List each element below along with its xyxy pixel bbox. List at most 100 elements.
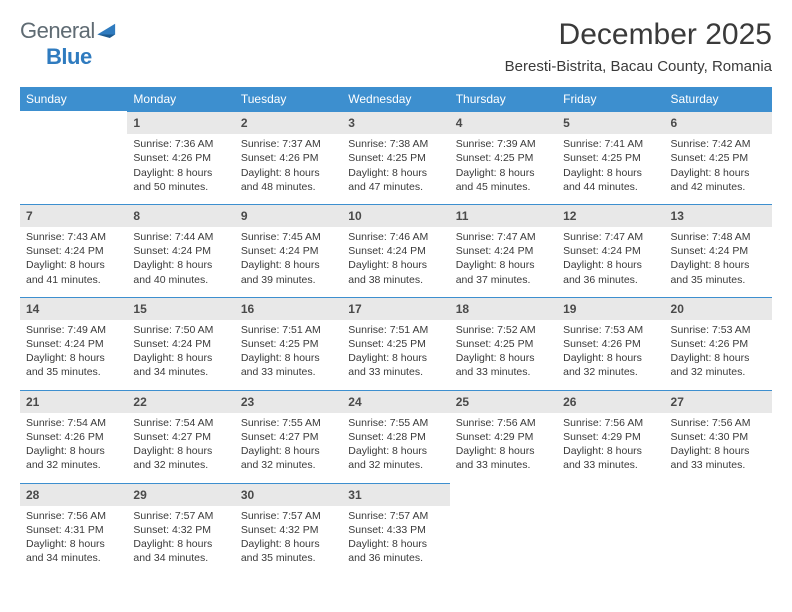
calendar-cell: 6Sunrise: 7:42 AMSunset: 4:25 PMDaylight…: [665, 111, 772, 203]
day-header: Tuesday: [235, 87, 342, 111]
day-details: Sunrise: 7:56 AMSunset: 4:29 PMDaylight:…: [450, 413, 557, 481]
sunrise-text: Sunrise: 7:45 AM: [241, 230, 336, 244]
day-number: 27: [665, 390, 772, 413]
sunrise-text: Sunrise: 7:52 AM: [456, 323, 551, 337]
day-details: Sunrise: 7:54 AMSunset: 4:26 PMDaylight:…: [20, 413, 127, 481]
daylight-text: Daylight: 8 hours and 32 minutes.: [348, 444, 443, 472]
calendar-cell: .: [665, 482, 772, 575]
calendar-cell: 12Sunrise: 7:47 AMSunset: 4:24 PMDayligh…: [557, 203, 664, 296]
sunrise-text: Sunrise: 7:56 AM: [26, 509, 121, 523]
day-details: Sunrise: 7:38 AMSunset: 4:25 PMDaylight:…: [342, 134, 449, 202]
daylight-text: Daylight: 8 hours and 35 minutes.: [241, 537, 336, 565]
calendar-week: 7Sunrise: 7:43 AMSunset: 4:24 PMDaylight…: [20, 203, 772, 296]
day-number: 25: [450, 390, 557, 413]
day-number: 17: [342, 297, 449, 320]
day-header: Monday: [127, 87, 234, 111]
sunset-text: Sunset: 4:25 PM: [456, 151, 551, 165]
calendar-table: SundayMondayTuesdayWednesdayThursdayFrid…: [20, 87, 772, 575]
sunrise-text: Sunrise: 7:36 AM: [133, 137, 228, 151]
logo-triangle-icon: [97, 22, 119, 38]
day-number: 21: [20, 390, 127, 413]
sunrise-text: Sunrise: 7:51 AM: [241, 323, 336, 337]
calendar-cell: 13Sunrise: 7:48 AMSunset: 4:24 PMDayligh…: [665, 203, 772, 296]
sunrise-text: Sunrise: 7:39 AM: [456, 137, 551, 151]
daylight-text: Daylight: 8 hours and 33 minutes.: [456, 351, 551, 379]
sunset-text: Sunset: 4:24 PM: [563, 244, 658, 258]
day-details: Sunrise: 7:51 AMSunset: 4:25 PMDaylight:…: [342, 320, 449, 388]
daylight-text: Daylight: 8 hours and 42 minutes.: [671, 166, 766, 194]
day-details: Sunrise: 7:56 AMSunset: 4:30 PMDaylight:…: [665, 413, 772, 481]
daylight-text: Daylight: 8 hours and 45 minutes.: [456, 166, 551, 194]
month-title: December 2025: [505, 18, 772, 52]
sunset-text: Sunset: 4:24 PM: [26, 337, 121, 351]
daylight-text: Daylight: 8 hours and 36 minutes.: [563, 258, 658, 286]
day-number: 9: [235, 204, 342, 227]
day-details: Sunrise: 7:54 AMSunset: 4:27 PMDaylight:…: [127, 413, 234, 481]
calendar-cell: 18Sunrise: 7:52 AMSunset: 4:25 PMDayligh…: [450, 296, 557, 389]
calendar-cell: 22Sunrise: 7:54 AMSunset: 4:27 PMDayligh…: [127, 389, 234, 482]
calendar-week: 21Sunrise: 7:54 AMSunset: 4:26 PMDayligh…: [20, 389, 772, 482]
sunset-text: Sunset: 4:25 PM: [563, 151, 658, 165]
day-details: Sunrise: 7:45 AMSunset: 4:24 PMDaylight:…: [235, 227, 342, 295]
sunrise-text: Sunrise: 7:53 AM: [563, 323, 658, 337]
day-details: Sunrise: 7:37 AMSunset: 4:26 PMDaylight:…: [235, 134, 342, 202]
calendar-week: 28Sunrise: 7:56 AMSunset: 4:31 PMDayligh…: [20, 482, 772, 575]
daylight-text: Daylight: 8 hours and 47 minutes.: [348, 166, 443, 194]
day-details: Sunrise: 7:57 AMSunset: 4:33 PMDaylight:…: [342, 506, 449, 574]
day-details: Sunrise: 7:57 AMSunset: 4:32 PMDaylight:…: [235, 506, 342, 574]
daylight-text: Daylight: 8 hours and 41 minutes.: [26, 258, 121, 286]
sunrise-text: Sunrise: 7:38 AM: [348, 137, 443, 151]
day-number: 30: [235, 483, 342, 506]
location-subtitle: Beresti-Bistrita, Bacau County, Romania: [505, 58, 772, 75]
day-number: 2: [235, 111, 342, 134]
sunset-text: Sunset: 4:26 PM: [563, 337, 658, 351]
daylight-text: Daylight: 8 hours and 32 minutes.: [563, 351, 658, 379]
sunrise-text: Sunrise: 7:41 AM: [563, 137, 658, 151]
sunset-text: Sunset: 4:24 PM: [348, 244, 443, 258]
title-block: December 2025 Beresti-Bistrita, Bacau Co…: [505, 18, 772, 85]
calendar-cell: 8Sunrise: 7:44 AMSunset: 4:24 PMDaylight…: [127, 203, 234, 296]
day-details: Sunrise: 7:47 AMSunset: 4:24 PMDaylight:…: [450, 227, 557, 295]
calendar-cell: 7Sunrise: 7:43 AMSunset: 4:24 PMDaylight…: [20, 203, 127, 296]
day-details: Sunrise: 7:57 AMSunset: 4:32 PMDaylight:…: [127, 506, 234, 574]
sunset-text: Sunset: 4:25 PM: [456, 337, 551, 351]
day-header: Thursday: [450, 87, 557, 111]
calendar-cell: 4 Sunrise: 7:39 AMSunset: 4:25 PMDaylight…: [450, 111, 557, 203]
day-number: 4: [450, 111, 557, 134]
day-details: Sunrise: 7:53 AMSunset: 4:26 PMDaylight:…: [665, 320, 772, 388]
sunset-text: Sunset: 4:32 PM: [241, 523, 336, 537]
day-details: Sunrise: 7:46 AMSunset: 4:24 PMDaylight:…: [342, 227, 449, 295]
sunset-text: Sunset: 4:26 PM: [26, 430, 121, 444]
sunset-text: Sunset: 4:25 PM: [348, 151, 443, 165]
sunset-text: Sunset: 4:33 PM: [348, 523, 443, 537]
calendar-cell: 17Sunrise: 7:51 AMSunset: 4:25 PMDayligh…: [342, 296, 449, 389]
day-details: Sunrise: 7:55 AMSunset: 4:27 PMDaylight:…: [235, 413, 342, 481]
sunset-text: Sunset: 4:29 PM: [456, 430, 551, 444]
day-number: 29: [127, 483, 234, 506]
calendar-body: .1Sunrise: 7:36 AMSunset: 4:26 PMDayligh…: [20, 111, 772, 574]
calendar-cell: 10Sunrise: 7:46 AMSunset: 4:24 PMDayligh…: [342, 203, 449, 296]
brand-word2: Blue: [20, 44, 92, 69]
calendar-cell: 19Sunrise: 7:53 AMSunset: 4:26 PMDayligh…: [557, 296, 664, 389]
sunrise-text: Sunrise: 7:47 AM: [456, 230, 551, 244]
calendar-cell: 20Sunrise: 7:53 AMSunset: 4:26 PMDayligh…: [665, 296, 772, 389]
day-number: 5: [557, 111, 664, 134]
calendar-cell: 28Sunrise: 7:56 AMSunset: 4:31 PMDayligh…: [20, 482, 127, 575]
sunrise-text: Sunrise: 7:56 AM: [456, 416, 551, 430]
day-number: 13: [665, 204, 772, 227]
sunset-text: Sunset: 4:26 PM: [241, 151, 336, 165]
sunrise-text: Sunrise: 7:43 AM: [26, 230, 121, 244]
calendar-cell: 27Sunrise: 7:56 AMSunset: 4:30 PMDayligh…: [665, 389, 772, 482]
day-details: Sunrise: 7:50 AMSunset: 4:24 PMDaylight:…: [127, 320, 234, 388]
day-details: Sunrise: 7:55 AMSunset: 4:28 PMDaylight:…: [342, 413, 449, 481]
day-header: Wednesday: [342, 87, 449, 111]
day-number: 26: [557, 390, 664, 413]
day-number: 16: [235, 297, 342, 320]
calendar-cell: 31Sunrise: 7:57 AMSunset: 4:33 PMDayligh…: [342, 482, 449, 575]
day-details: Sunrise: 7:36 AMSunset: 4:26 PMDaylight:…: [127, 134, 234, 202]
sunrise-text: Sunrise: 7:55 AM: [241, 416, 336, 430]
sunset-text: Sunset: 4:24 PM: [26, 244, 121, 258]
day-details: Sunrise: 7:53 AMSunset: 4:26 PMDaylight:…: [557, 320, 664, 388]
sunset-text: Sunset: 4:25 PM: [671, 151, 766, 165]
sunset-text: Sunset: 4:28 PM: [348, 430, 443, 444]
